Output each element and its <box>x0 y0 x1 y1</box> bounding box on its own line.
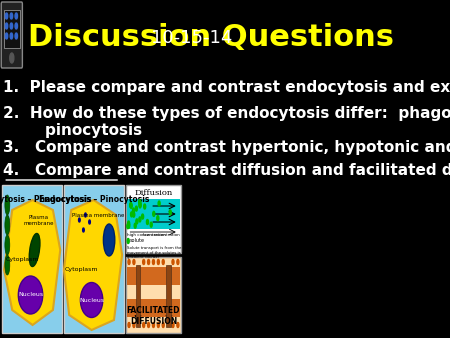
Circle shape <box>148 322 149 328</box>
Bar <box>166 265 171 327</box>
Ellipse shape <box>5 235 10 255</box>
Circle shape <box>15 23 18 29</box>
Circle shape <box>153 322 154 328</box>
Bar <box>135 265 140 327</box>
Circle shape <box>177 260 179 265</box>
Circle shape <box>5 23 8 29</box>
Circle shape <box>136 219 138 224</box>
Circle shape <box>139 200 141 205</box>
Bar <box>2 185 62 333</box>
Ellipse shape <box>5 215 10 235</box>
Bar <box>4 10 19 48</box>
Ellipse shape <box>81 283 103 317</box>
Circle shape <box>133 260 135 265</box>
Ellipse shape <box>18 276 43 314</box>
Text: Endocytosis – Pinocytosis: Endocytosis – Pinocytosis <box>39 194 149 203</box>
Circle shape <box>158 260 159 265</box>
Text: Cytoplasm: Cytoplasm <box>65 267 98 272</box>
Circle shape <box>128 322 130 328</box>
Circle shape <box>130 202 132 208</box>
Circle shape <box>139 217 141 222</box>
Text: solute: solute <box>130 239 145 243</box>
Circle shape <box>10 13 13 19</box>
Text: low concentration: low concentration <box>143 233 180 237</box>
Circle shape <box>150 222 152 227</box>
Bar <box>126 299 180 317</box>
Circle shape <box>128 221 130 226</box>
Text: Solute transport is from the left to the right;
movement of the solutes is due t: Solute transport is from the left to the… <box>126 246 230 259</box>
Text: Cytoplasm: Cytoplasm <box>6 258 39 263</box>
Circle shape <box>158 201 160 206</box>
Text: 2.  How do these types of endocytosis differ:  phagocytosis and
        pinocyto: 2. How do these types of endocytosis dif… <box>3 106 450 138</box>
Circle shape <box>142 214 144 219</box>
Ellipse shape <box>104 224 115 256</box>
Text: 10-15-14: 10-15-14 <box>151 29 232 47</box>
Text: 1.  Please compare and contrast endocytosis and exocytosis.: 1. Please compare and contrast endocytos… <box>3 80 450 95</box>
Circle shape <box>172 322 174 328</box>
Ellipse shape <box>29 234 40 267</box>
Circle shape <box>130 212 133 217</box>
Circle shape <box>169 210 171 215</box>
Circle shape <box>143 322 145 328</box>
Circle shape <box>5 13 8 19</box>
Text: 4.   Compare and contrast diffusion and facilitated diffusion.: 4. Compare and contrast diffusion and fa… <box>3 163 450 178</box>
Bar <box>126 185 181 253</box>
Circle shape <box>143 260 145 265</box>
Circle shape <box>127 239 129 243</box>
Circle shape <box>130 203 132 208</box>
Circle shape <box>5 33 8 39</box>
Polygon shape <box>64 200 122 330</box>
Bar <box>126 267 180 285</box>
Circle shape <box>135 206 137 211</box>
Circle shape <box>177 322 179 328</box>
Circle shape <box>144 204 146 209</box>
Circle shape <box>162 322 164 328</box>
Bar <box>126 199 180 229</box>
Circle shape <box>133 212 135 217</box>
Polygon shape <box>4 200 60 325</box>
Circle shape <box>139 203 141 208</box>
Text: FACILITATED
DIFFUSION: FACILITATED DIFFUSION <box>127 306 180 326</box>
Circle shape <box>139 202 141 207</box>
Circle shape <box>10 23 13 29</box>
Circle shape <box>128 260 130 265</box>
Circle shape <box>89 220 90 224</box>
Ellipse shape <box>5 255 10 275</box>
Text: Plasma
membrane: Plasma membrane <box>23 215 54 226</box>
Circle shape <box>85 213 86 217</box>
Circle shape <box>127 224 129 229</box>
FancyBboxPatch shape <box>1 2 22 68</box>
Circle shape <box>146 219 148 224</box>
Circle shape <box>128 223 130 228</box>
Circle shape <box>15 13 18 19</box>
Circle shape <box>158 322 159 328</box>
Circle shape <box>83 228 84 232</box>
Text: Plasma membrane: Plasma membrane <box>72 213 124 218</box>
Circle shape <box>132 208 135 213</box>
Circle shape <box>162 260 164 265</box>
Ellipse shape <box>5 195 10 215</box>
Circle shape <box>134 223 136 228</box>
Text: 3.   Compare and contrast hypertonic, hypotonic and isotonic solutions: 3. Compare and contrast hypertonic, hypo… <box>3 140 450 155</box>
Bar <box>64 185 124 333</box>
Circle shape <box>10 53 14 63</box>
Text: high concentration: high concentration <box>127 233 166 237</box>
Text: Nucleus: Nucleus <box>18 292 43 297</box>
Text: Endocytosis – Phagocytosis: Endocytosis – Phagocytosis <box>0 194 91 203</box>
Text: Discussion Questions: Discussion Questions <box>28 24 394 52</box>
Circle shape <box>153 211 155 216</box>
Bar <box>126 257 181 333</box>
Circle shape <box>79 218 80 222</box>
Circle shape <box>153 260 154 265</box>
Text: Diffusion: Diffusion <box>135 189 173 197</box>
Circle shape <box>10 33 13 39</box>
Text: Nucleus: Nucleus <box>79 297 104 303</box>
Circle shape <box>148 260 149 265</box>
Circle shape <box>133 322 135 328</box>
Circle shape <box>172 260 174 265</box>
Circle shape <box>15 33 18 39</box>
Circle shape <box>157 216 159 221</box>
